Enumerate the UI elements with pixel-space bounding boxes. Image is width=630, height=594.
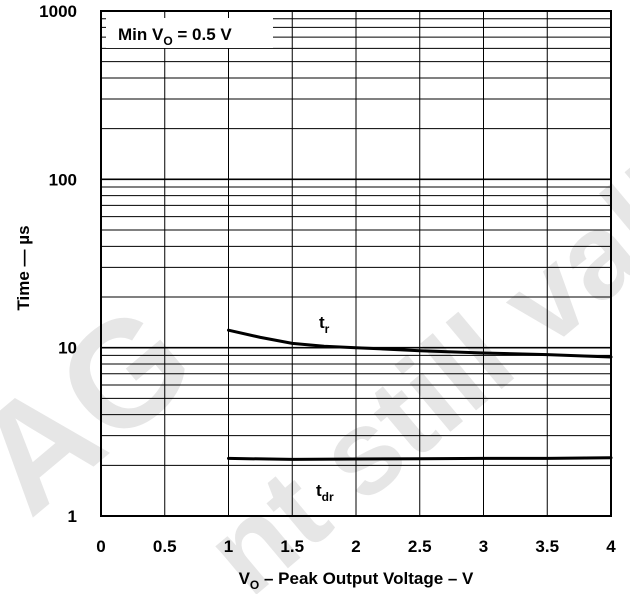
y-tick-label: 100 (49, 170, 77, 189)
plot-frame (100, 10, 612, 517)
x-tick-label: 0.5 (153, 537, 177, 556)
x-tick-label: 2 (351, 537, 360, 556)
x-tick-label: 3.5 (535, 537, 559, 556)
series-label-tr: tr (319, 313, 330, 336)
x-tick-label: 4 (606, 537, 616, 556)
condition-annotation: Min VO = 0.5 V (118, 25, 232, 48)
watermark-text-1: AG (0, 271, 223, 544)
series-line-tr (227, 328, 613, 359)
y-tick-label: 1000 (39, 2, 77, 21)
series-layer (227, 328, 613, 461)
plot-border (100, 10, 612, 517)
watermark-text-2: nt still vali (181, 140, 630, 594)
y-axis-label: Time — µs (14, 225, 33, 310)
x-tick-label: 1.5 (280, 537, 304, 556)
x-tick-label: 1 (224, 537, 233, 556)
x-tick-label: 3 (479, 537, 488, 556)
x-axis-label: VO – Peak Output Voltage – V (239, 569, 474, 592)
series-label-tdr: tdr (316, 481, 334, 504)
y-tick-label: 1 (68, 507, 77, 526)
y-tick-label: 10 (58, 339, 77, 358)
x-tick-label: 0 (96, 537, 105, 556)
series-line-tdr (227, 456, 613, 461)
x-tick-labels: 0 0.5 1 1.5 2 2.5 3 3.5 4 (96, 537, 616, 556)
grid (101, 11, 611, 516)
condition-box (106, 18, 273, 48)
x-tick-label: 2.5 (408, 537, 432, 556)
y-tick-labels: 1 10 100 1000 (39, 2, 77, 526)
